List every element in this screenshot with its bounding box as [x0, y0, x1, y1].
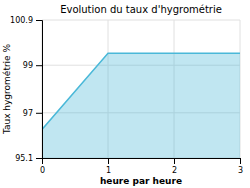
y-axis: 95.1 97 99 100.9: [10, 16, 42, 163]
tick-label: 2: [172, 166, 177, 175]
x-axis: 0 1 2 3: [40, 158, 243, 175]
x-axis-title: heure par heure: [100, 176, 182, 186]
tick-mark: [36, 113, 42, 114]
title: Evolution du taux d'hygrométrie: [60, 4, 222, 15]
tick-mark: [108, 158, 109, 164]
y-axis-title: Taux hygrométrie %: [2, 43, 12, 135]
chart: 0 1 2 3 95.1 97 99 100.9 Evolution du taux d'hyg…: [0, 0, 250, 188]
area: [42, 53, 240, 158]
tick: 3: [238, 158, 243, 175]
tick-label: 3: [238, 166, 243, 175]
tick: 95.1: [15, 154, 42, 163]
marks: [42, 53, 240, 158]
tick-label: 99: [23, 61, 33, 70]
tick: 97: [23, 109, 42, 118]
tick: 0: [40, 158, 45, 175]
tick-mark: [36, 20, 42, 21]
tick-mark: [36, 65, 42, 66]
tick: 2: [172, 158, 177, 175]
axis-line: [43, 159, 241, 165]
tick-label: 0: [40, 166, 45, 175]
tick-mark: [174, 158, 175, 164]
tick-mark: [240, 158, 241, 164]
tick-label: 95.1: [15, 154, 33, 163]
tick-label: 1: [106, 166, 111, 175]
grid-line: [42, 20, 240, 21]
plot: 0 1 2 3 95.1 97 99 100.9: [10, 16, 243, 175]
tick-label: 100.9: [10, 16, 33, 25]
axis-line: [36, 21, 43, 159]
tick-label: 97: [23, 109, 33, 118]
tick: 1: [106, 158, 111, 175]
line: [42, 53, 240, 129]
tick: 100.9: [10, 16, 42, 25]
tick-mark: [36, 158, 42, 159]
tick: 99: [23, 61, 42, 70]
grid: [42, 20, 240, 158]
